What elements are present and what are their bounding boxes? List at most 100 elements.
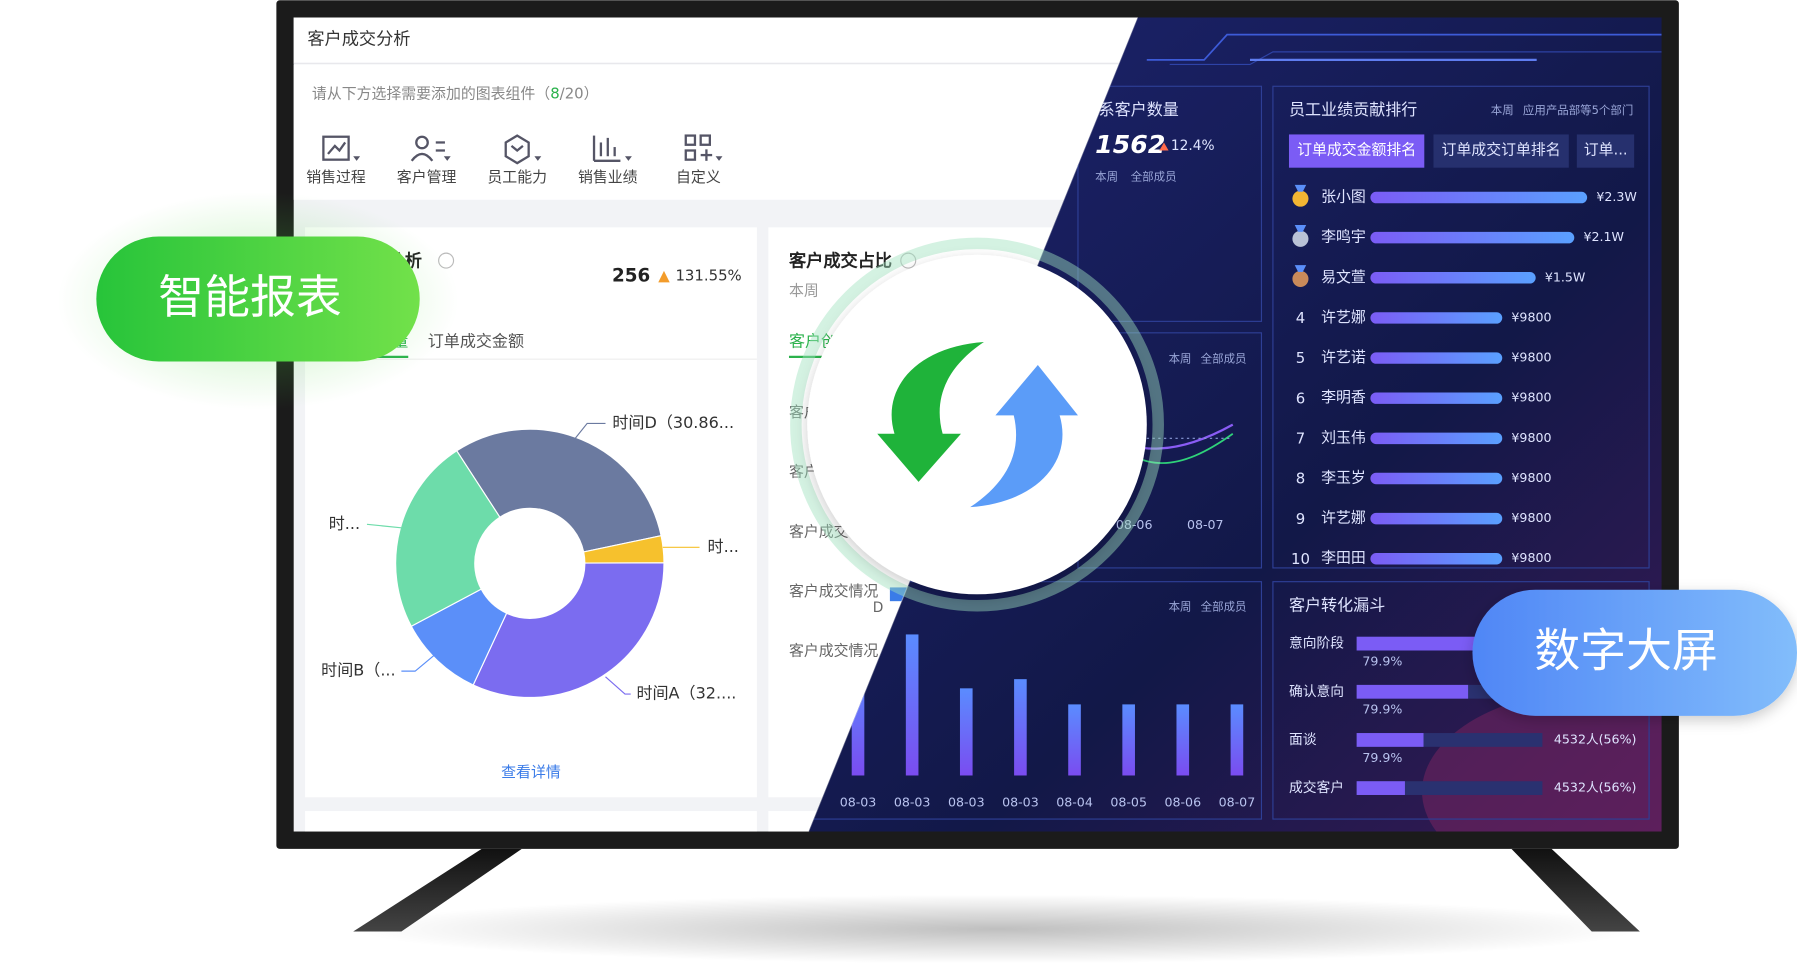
bar [959, 688, 973, 776]
donut-slice [455, 428, 662, 553]
stage: 确认意向 [1289, 683, 1344, 700]
scope: 应用产品部等5个部门 [1523, 103, 1633, 117]
funnel-bar [1356, 781, 1405, 795]
change: 12.4% [1171, 138, 1215, 154]
donut: 时间D（30.86... 时... 时间A（32.... 时间B（... 时... [321, 413, 739, 703]
prompt: 请从下方选择需要添加的图表组件（ [312, 84, 550, 102]
halo [790, 237, 1164, 612]
icon [415, 135, 429, 150]
caret [443, 156, 451, 161]
x-tick-label: 08-07 [1219, 795, 1256, 810]
picker-label[interactable]: 员工能力 [487, 168, 547, 186]
help-icon [900, 252, 917, 269]
x-tick-label: 08-06 [1164, 795, 1201, 810]
picker-label[interactable]: 销售业绩 [578, 168, 638, 186]
medal-ribbon [1294, 225, 1307, 232]
value-label: ¥1.5W [1545, 269, 1586, 284]
card [305, 811, 757, 832]
leader-line [366, 523, 402, 529]
period: 本周 [1095, 169, 1118, 183]
caret [534, 156, 542, 161]
rank: 8 [1296, 470, 1305, 488]
tab[interactable]: 订单... [1584, 140, 1628, 158]
x-tick-label: 08-03 [840, 795, 877, 810]
rank: 6 [1296, 389, 1305, 407]
stage: 意向阶段 [1289, 635, 1344, 652]
rank-bar [1370, 392, 1503, 404]
name: 易文萱 [1321, 268, 1366, 286]
medal-ribbon [1294, 265, 1307, 273]
picker-prompt: 请从下方选择需要添加的图表组件（8/20） [312, 84, 599, 102]
funnel-bar [1356, 733, 1424, 747]
x-tick-label: 08-03 [894, 795, 931, 810]
bar [1122, 704, 1135, 776]
bar [905, 634, 919, 776]
tab-bg [1288, 134, 1425, 168]
name: 许艺诺 [1321, 348, 1366, 366]
total: /20） [560, 84, 599, 102]
rank-bar [1370, 231, 1575, 244]
rank: 4 [1296, 309, 1305, 327]
picker-label[interactable]: 销售过程 [306, 168, 366, 186]
count: 8 [550, 84, 559, 102]
picker-label[interactable]: 自定义 [676, 168, 721, 186]
funnel-bar [1356, 684, 1469, 699]
rank: 10 [1291, 550, 1310, 568]
stage: 面谈 [1289, 732, 1317, 748]
badge-text: 智能报表 [158, 270, 341, 324]
icon [684, 134, 697, 146]
panel [1077, 85, 1263, 322]
value-label: ¥9800 [1511, 430, 1551, 445]
row-label: 客户 [789, 463, 819, 481]
x-tick-label: 08-05 [1110, 795, 1147, 810]
badge [96, 236, 420, 362]
caret [624, 156, 632, 161]
donut-slice [395, 450, 501, 628]
medal [1292, 270, 1309, 287]
row-label: 客户成交情况 [789, 582, 878, 600]
panel-title: 员工业绩贡献排行 [1289, 100, 1417, 119]
icon [327, 141, 347, 155]
tab[interactable]: 订单成交订单排名 [1442, 140, 1561, 158]
period: 本周 [1491, 103, 1514, 117]
detail-link[interactable]: 查看详情 [501, 763, 561, 781]
slice-label: 时... [708, 537, 739, 556]
name: 许艺娜 [1321, 308, 1366, 326]
contacts-value: 1562 [1095, 130, 1165, 159]
tab[interactable]: 订单成交金额 [428, 332, 524, 351]
caret [353, 156, 361, 161]
leader-line [572, 422, 606, 441]
caret [715, 156, 723, 161]
icon [322, 135, 350, 161]
rate: 79.9% [1362, 702, 1402, 717]
bar-chart: 08-0208-0308-0308-0308-0308-0408-0508-06… [808, 634, 1256, 810]
period: 本周 [789, 282, 819, 300]
rank-bar [1370, 352, 1503, 364]
rank-bar [1370, 472, 1503, 485]
icon [699, 134, 712, 146]
rate: 79.9% [1362, 653, 1402, 668]
panel [1272, 85, 1650, 569]
medal-ribbon [1294, 184, 1307, 192]
medal [1292, 230, 1309, 247]
tab-active[interactable]: 订单成交金额排名 [1297, 140, 1416, 158]
picker-label[interactable]: 客户管理 [397, 168, 457, 186]
bar [1068, 704, 1081, 776]
tab-active[interactable]: 客户创 [789, 332, 837, 351]
slice-label: 时间B（... [321, 661, 395, 680]
value-label: ¥2.3W [1596, 189, 1637, 204]
sync-circle [807, 254, 1147, 595]
slice-label: 时间A（32.... [636, 684, 736, 703]
rate: 79.9% [1362, 750, 1402, 765]
picker-panel [293, 64, 1138, 200]
sync-arrow [877, 342, 984, 482]
change: 131.55% [675, 267, 741, 285]
count: 4532人(56%) [1554, 731, 1637, 746]
total: 256 [612, 266, 650, 287]
value-label: ¥9800 [1511, 309, 1551, 324]
up-arrow [1159, 142, 1169, 151]
page-title: 客户成交分析 [307, 29, 410, 49]
icon [684, 149, 697, 161]
value-label: ¥9800 [1511, 550, 1551, 565]
rank-bar [1370, 512, 1503, 525]
